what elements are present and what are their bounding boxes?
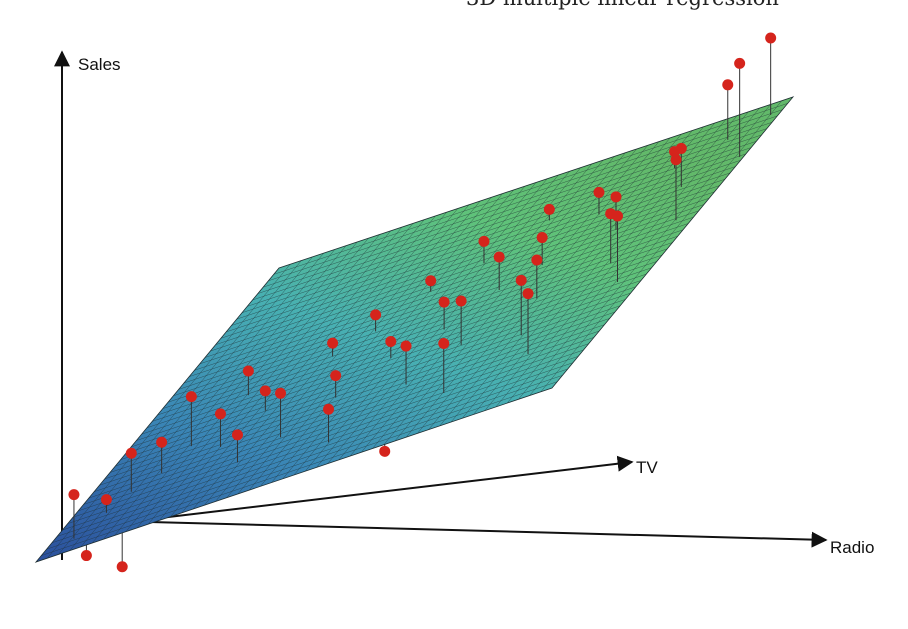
mesh-line — [439, 134, 682, 426]
mesh-line — [338, 167, 581, 461]
mesh-line — [273, 103, 788, 275]
mesh-line — [361, 160, 604, 453]
tv-axis — [159, 455, 634, 519]
data-point — [370, 309, 382, 321]
mesh-line — [220, 166, 736, 339]
data-point — [670, 154, 682, 166]
data-point — [125, 447, 137, 459]
data-point — [185, 391, 197, 403]
data-point — [536, 232, 548, 244]
radio-axis — [149, 521, 828, 548]
mesh-line — [178, 216, 694, 390]
data-point — [610, 191, 622, 203]
data-point — [515, 274, 527, 286]
mesh-line — [428, 137, 671, 430]
axis-label-tv: TV — [636, 458, 658, 477]
mesh-line — [215, 172, 731, 345]
axis-label-sales: Sales — [78, 55, 121, 74]
mesh-line — [506, 111, 749, 404]
mesh-line — [257, 122, 773, 294]
data-point — [478, 235, 490, 247]
mesh-line — [394, 148, 637, 442]
data-point — [323, 403, 335, 415]
points-above-plane — [68, 32, 777, 506]
mesh-line — [183, 210, 699, 384]
mesh-line — [462, 126, 704, 419]
axis-label-radio: Radio — [830, 538, 874, 557]
mesh-line — [327, 171, 570, 464]
data-point — [100, 494, 112, 506]
data-point — [330, 370, 342, 382]
data-point — [242, 365, 254, 377]
mesh-line — [263, 115, 778, 288]
mesh-line — [484, 119, 727, 411]
data-point — [734, 57, 746, 69]
data-point — [438, 296, 450, 308]
data-point — [675, 142, 687, 154]
mesh-line — [529, 104, 771, 396]
data-point — [379, 445, 391, 457]
mesh-line — [268, 109, 783, 281]
mesh-line — [316, 174, 559, 468]
data-point — [425, 275, 437, 287]
data-point — [493, 251, 505, 263]
mesh-line — [540, 100, 782, 392]
mesh-line — [204, 185, 720, 358]
data-point — [400, 340, 412, 352]
mesh-line — [189, 204, 705, 377]
data-point — [327, 337, 339, 349]
mesh-line — [194, 198, 710, 371]
data-point — [455, 295, 467, 307]
data-point — [593, 186, 605, 198]
data-point — [722, 79, 734, 91]
data-point — [156, 436, 168, 448]
data-point — [611, 210, 623, 222]
data-point — [765, 32, 777, 44]
mesh-line — [383, 152, 626, 445]
data-point — [80, 550, 92, 562]
mesh-line — [167, 229, 684, 403]
mesh-line — [450, 130, 693, 423]
mesh-line — [417, 141, 660, 434]
mesh-line — [518, 108, 760, 400]
data-point — [214, 408, 226, 420]
data-point — [116, 561, 128, 573]
data-point — [438, 337, 450, 349]
mesh-line — [210, 179, 725, 352]
data-point — [259, 385, 271, 397]
mesh-line — [305, 178, 548, 472]
data-point — [231, 429, 243, 441]
mesh-line — [473, 122, 715, 415]
data-point — [385, 336, 397, 347]
mesh-line — [199, 191, 715, 365]
plane-mesh — [41, 100, 788, 559]
mesh-line — [236, 147, 752, 320]
chart-title: 3D multiple linear regression — [466, 0, 908, 16]
mesh-line — [157, 242, 673, 416]
data-point — [522, 288, 534, 300]
data-point — [543, 203, 555, 215]
mesh-line — [372, 156, 615, 449]
mesh-line — [173, 223, 689, 397]
data-point — [275, 387, 287, 399]
mesh-line — [495, 115, 738, 408]
data-point — [68, 489, 80, 501]
data-point — [531, 254, 543, 266]
mesh-line — [241, 141, 757, 313]
